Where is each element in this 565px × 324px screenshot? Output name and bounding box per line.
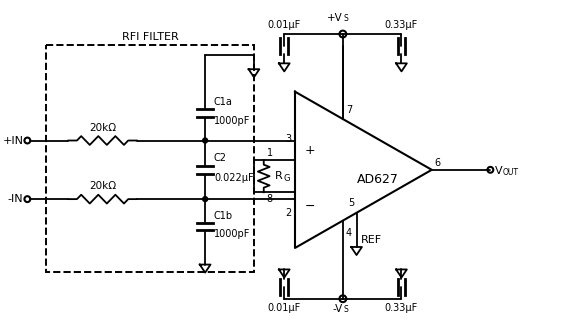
Text: 0.33µF: 0.33µF [385, 20, 418, 30]
Text: 2: 2 [285, 208, 291, 218]
Circle shape [203, 197, 207, 202]
Text: C2: C2 [214, 153, 227, 163]
Text: S: S [344, 14, 349, 23]
Circle shape [203, 138, 207, 143]
Text: 7: 7 [346, 105, 352, 115]
Text: +V: +V [327, 13, 343, 23]
Text: 1000pF: 1000pF [214, 116, 250, 126]
Text: RFI FILTER: RFI FILTER [121, 32, 179, 42]
Text: OUT: OUT [503, 168, 519, 177]
Text: 8: 8 [267, 194, 273, 204]
Bar [254, 160, 295, 192]
Text: 4: 4 [346, 228, 352, 238]
Text: -IN: -IN [8, 194, 24, 204]
Text: S: S [344, 305, 349, 314]
Text: 0.33µF: 0.33µF [385, 303, 418, 313]
Text: REF: REF [360, 235, 381, 245]
Text: +: + [305, 144, 315, 157]
Text: AD627: AD627 [357, 173, 399, 186]
Text: V: V [496, 166, 503, 176]
Text: C1b: C1b [214, 211, 233, 221]
Text: -V: -V [333, 305, 343, 315]
Text: 3: 3 [285, 134, 291, 145]
Text: 5: 5 [349, 198, 355, 208]
Text: −: − [305, 200, 315, 213]
Bar [46, 45, 254, 272]
Text: 0.01µF: 0.01µF [268, 20, 301, 30]
Text: 1000pF: 1000pF [214, 229, 250, 239]
Text: 0.01µF: 0.01µF [268, 303, 301, 313]
Text: 6: 6 [434, 158, 441, 168]
Text: 20kΩ: 20kΩ [89, 123, 116, 133]
Text: R: R [275, 171, 282, 181]
Text: G: G [283, 174, 290, 183]
Text: 0.022µF: 0.022µF [214, 173, 254, 183]
Text: 1: 1 [267, 148, 273, 158]
Text: +IN: +IN [2, 135, 24, 145]
Text: 20kΩ: 20kΩ [89, 181, 116, 191]
Text: C1a: C1a [214, 97, 233, 107]
